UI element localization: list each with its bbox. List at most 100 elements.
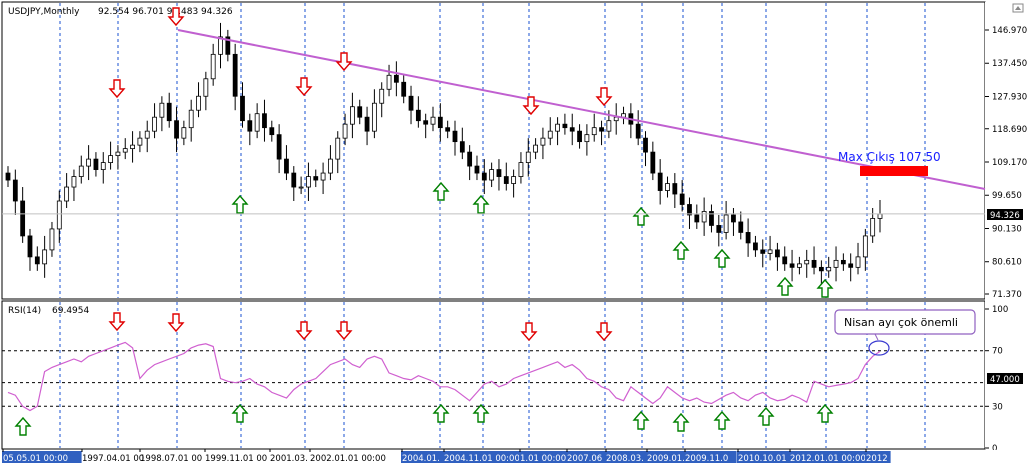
up-arrow-icon (472, 194, 490, 214)
up-arrow-icon (632, 410, 650, 430)
candle-body (12, 179, 18, 202)
candle-body (240, 95, 245, 122)
candle-body (782, 256, 788, 265)
time-label-bg (519, 451, 577, 463)
rsi-tick-label: 30 (992, 402, 1003, 412)
signal-arrows (14, 7, 834, 436)
candle-body (555, 123, 560, 132)
candle-body (137, 137, 143, 146)
candle-body (328, 158, 333, 174)
candle-body (306, 176, 311, 188)
down-arrow-icon (295, 321, 313, 341)
time-label: 1999.11.01 00 (205, 454, 267, 464)
candle-body (775, 249, 780, 258)
candle-body (540, 137, 546, 146)
candle-body (415, 109, 421, 122)
candle-body (452, 130, 458, 143)
trendline-label: Max Çıkış 107.50 (838, 150, 941, 164)
time-label: 1998.07.01 00 (140, 454, 202, 464)
candle-body (525, 151, 531, 163)
down-arrow-icon (595, 322, 613, 342)
candle-body (804, 259, 810, 265)
candle-body (20, 200, 26, 237)
down-arrow-icon (108, 312, 126, 332)
price-axis-labels: 146.970 137.450 127.930 118.690 109.170 99.65… (2, 26, 1027, 300)
rsi-title: RSI(14) (8, 306, 41, 316)
up-arrow-icon (776, 276, 794, 296)
candle-body (474, 165, 480, 174)
time-label-bg (684, 451, 737, 463)
candle-body (679, 193, 685, 205)
up-arrow-icon (816, 278, 834, 298)
up-arrow-icon (816, 403, 834, 423)
candle-body (364, 116, 370, 132)
price-tick-label: 137.450 (992, 59, 1027, 69)
candle-body (613, 116, 619, 122)
price-tick-label: 99.650 (992, 191, 1022, 201)
time-label: 2007.06 (567, 454, 602, 464)
time-label-bg (2, 451, 82, 463)
candle-body (665, 183, 670, 191)
candle-body (188, 109, 194, 129)
candle-body (408, 95, 414, 111)
candle-body (78, 165, 84, 177)
up-arrow-icon (713, 410, 731, 430)
rsi-highlight-circle (868, 340, 890, 356)
candle-body (840, 259, 846, 265)
up-arrow-icon (632, 206, 650, 226)
trendline (177, 29, 986, 190)
time-label-bg (401, 451, 449, 463)
candle-body (56, 200, 62, 230)
price-tick-label: 109.170 (992, 158, 1027, 168)
up-arrow-icon (231, 194, 249, 214)
down-arrow-icon (595, 87, 613, 107)
candle-body (34, 256, 40, 265)
candle-body (159, 102, 165, 118)
candle-body (467, 151, 473, 167)
candle-body (533, 144, 538, 153)
rsi-panel[interactable] (1, 300, 986, 450)
candle-body (181, 127, 187, 139)
candle-body (393, 74, 399, 83)
candle-body (401, 81, 407, 97)
price-tick-label: 146.970 (992, 26, 1027, 36)
candle-body (833, 259, 839, 268)
time-label: 2009.11.0 (685, 454, 728, 464)
price-tick-label: 71.370 (992, 290, 1022, 300)
rsi-levels (2, 350, 985, 407)
candle-body (862, 235, 868, 258)
price-panel[interactable] (1, 1, 986, 300)
candle-body (811, 259, 817, 268)
time-label: 05.05.01 00:00 (3, 454, 68, 464)
time-label: 2004.11.01 00:00 (444, 454, 520, 464)
up-arrow-icon (231, 403, 249, 423)
rsi-current-label: 47.000 (990, 375, 1020, 385)
max-exit-marker (860, 166, 928, 176)
time-label: 2010.10.01 0 (738, 454, 795, 464)
price-tick-label: 118.690 (992, 125, 1027, 135)
candle-body (100, 162, 106, 170)
chart-close-icon[interactable] (1012, 3, 1024, 13)
candle-body (569, 127, 575, 132)
rsi-note-callout: Nisan ayı çok önemli (834, 309, 976, 356)
rsi-tick-label: 70 (992, 347, 1003, 357)
candle-body (152, 116, 157, 132)
time-label: 2012.01.01 00:00 (790, 454, 866, 464)
time-label-bg (789, 451, 880, 463)
time-label-bg (566, 451, 608, 463)
candle-body (855, 256, 861, 268)
candle-body (122, 148, 128, 153)
candle-body (687, 204, 692, 216)
candle-body (371, 102, 377, 132)
current-price-label: 94.326 (990, 211, 1020, 221)
candle-body (870, 218, 876, 237)
candle-body (731, 214, 736, 223)
candle-body (489, 169, 495, 181)
candle-body (650, 151, 656, 174)
candle-body (115, 151, 121, 157)
candle-body (64, 186, 70, 202)
time-label: 2008.03. (606, 454, 644, 464)
candle-body (723, 214, 729, 233)
